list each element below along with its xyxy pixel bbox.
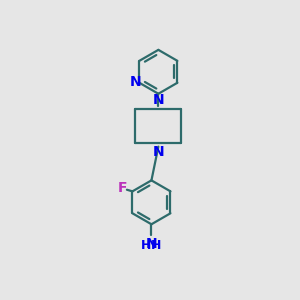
- Text: F: F: [118, 181, 128, 195]
- Text: H: H: [141, 239, 152, 252]
- Text: N: N: [129, 75, 141, 88]
- Text: N: N: [153, 145, 164, 159]
- Text: H: H: [151, 239, 162, 252]
- Text: N: N: [146, 237, 157, 251]
- Text: N: N: [153, 93, 164, 107]
